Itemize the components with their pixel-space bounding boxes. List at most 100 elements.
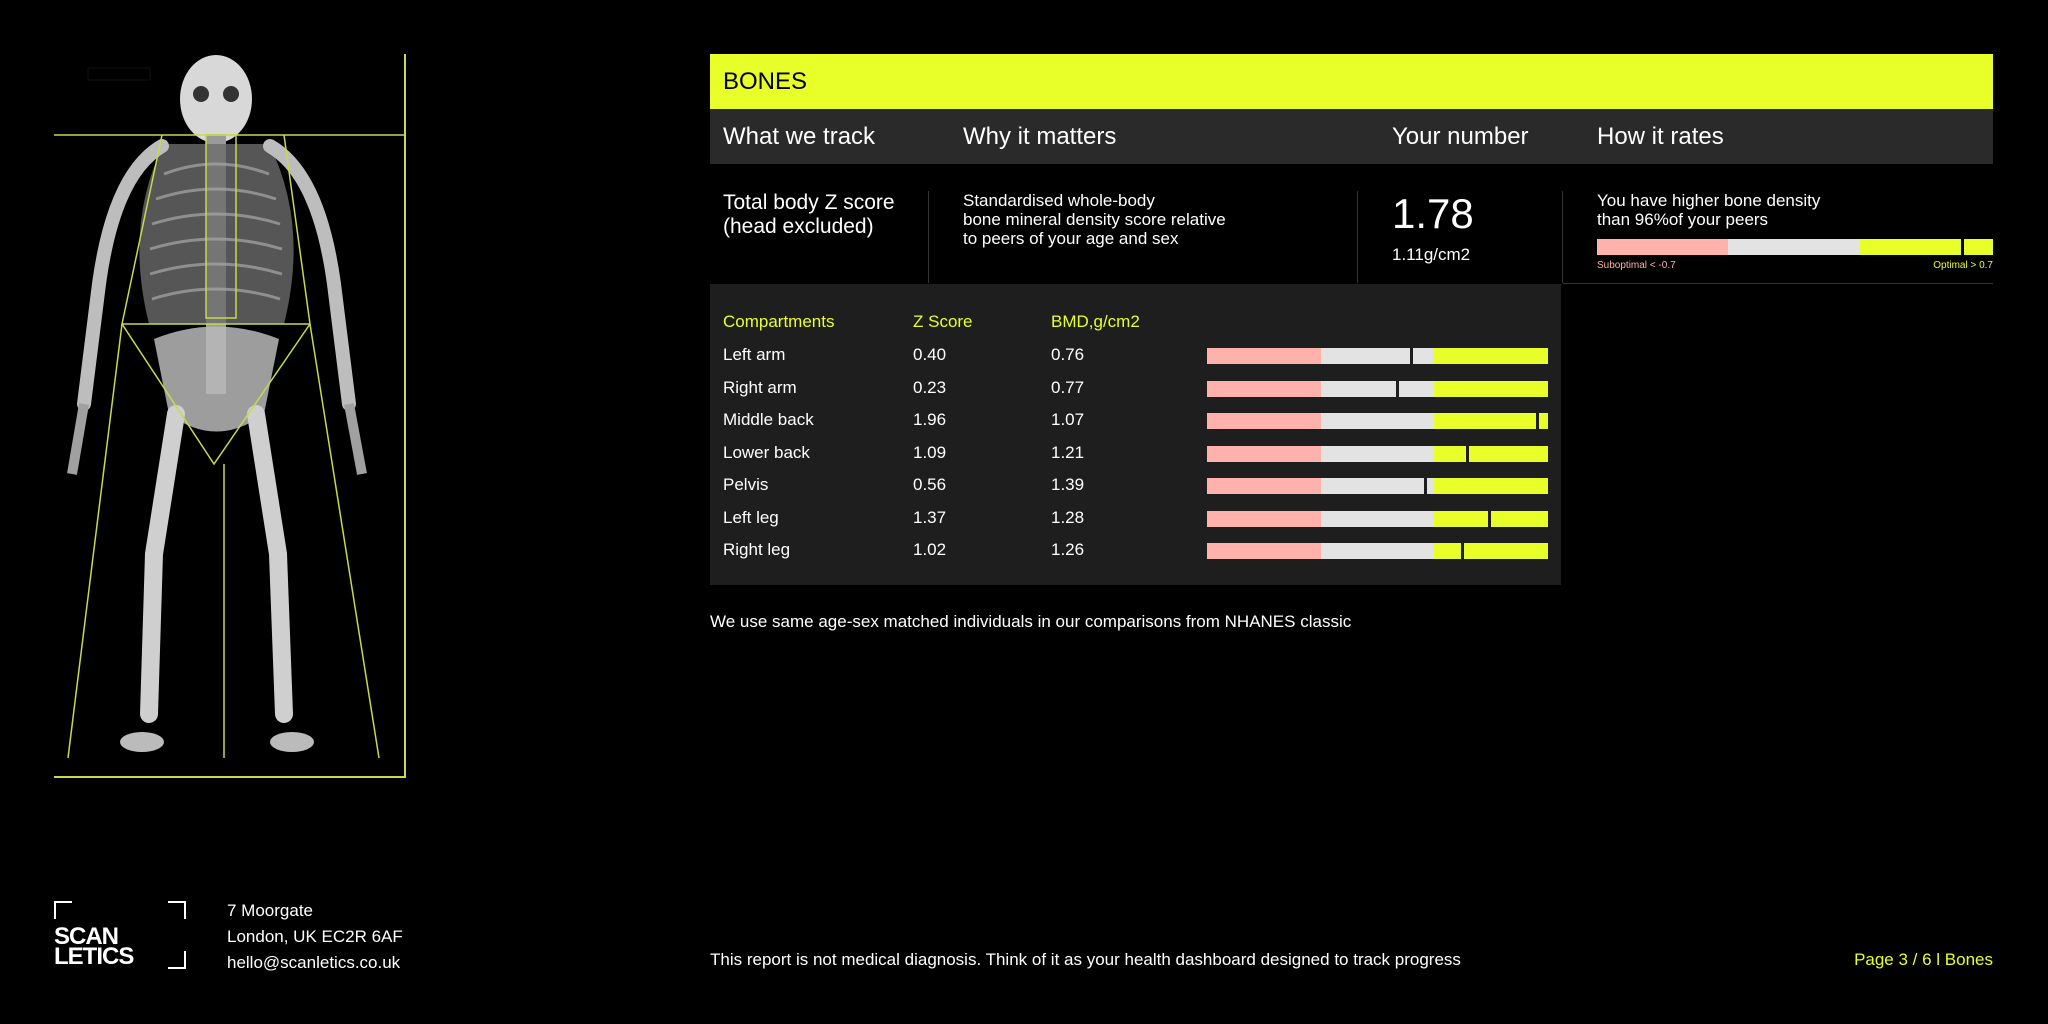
metric-explanation: Standardised whole-body bone mineral den… (963, 191, 1226, 248)
metric-name-line2: (head excluded) (723, 215, 874, 238)
bar-optimal-segment (1860, 239, 1993, 255)
compartment-name: Left arm (723, 345, 786, 364)
compartment-bmd: 0.77 (1051, 377, 1085, 397)
compartment-rating-bar (1207, 380, 1548, 397)
bar-marker (1466, 445, 1470, 462)
bar-suboptimal-segment (1207, 348, 1321, 364)
compartment-zscore: 0.23 (913, 377, 947, 397)
bar-marker (1461, 543, 1465, 559)
column-how-it-rates: How it rates (1597, 123, 1724, 150)
scanletics-logo: SCAN LETICS (54, 901, 186, 969)
bar-optimal-segment (1434, 445, 1548, 462)
compartment-rating-bar (1207, 413, 1548, 429)
bar-suboptimal-segment (1207, 478, 1321, 494)
compartment-name: Lower back (723, 442, 810, 462)
bar-neutral-segment (1727, 239, 1861, 255)
your-number-value: 1.78 (1392, 190, 1474, 237)
logo-corner-icon (168, 901, 186, 919)
logo-corner-icon (168, 951, 186, 969)
column-what-we-track: What we track (723, 123, 876, 150)
bar-marker (1396, 380, 1400, 397)
bmd-header: BMD,g/cm2 (1051, 312, 1140, 331)
optimal-label: Optimal > 0.7 (1933, 260, 1993, 271)
column-your-number: Your number (1392, 123, 1529, 150)
bar-suboptimal-segment (1207, 380, 1321, 397)
compartment-name: Left leg (723, 507, 779, 527)
compartment-bmd: 0.76 (1051, 345, 1085, 364)
compartment-rating-bar (1207, 348, 1548, 364)
compartment-bmd: 1.39 (1051, 475, 1085, 494)
comparison-note: We use same age-sex matched individuals … (710, 612, 1352, 631)
compartment-name: Right arm (723, 377, 797, 397)
bar-marker (1961, 239, 1965, 255)
bar-neutral-segment (1320, 380, 1435, 397)
bar-marker (1409, 348, 1413, 364)
explanation-line3: to peers of your age and sex (963, 229, 1179, 248)
compartment-zscore: 1.37 (913, 507, 947, 527)
column-why-it-matters: Why it matters (963, 123, 1117, 150)
explanation-line1: Standardised whole-body (963, 191, 1155, 210)
bar-suboptimal-segment (1597, 239, 1728, 255)
company-address: 7 Moorgate London, UK EC2R 6AF hello@sca… (227, 898, 403, 976)
compartment-bmd: 1.26 (1051, 540, 1085, 559)
section-title-band: BONES (710, 54, 1993, 109)
column-header-band: What we track Why it matters Your number… (710, 109, 1993, 164)
overall-rating-bar (1597, 239, 1993, 255)
logo-corner-icon (54, 901, 72, 919)
bar-neutral-segment (1320, 348, 1435, 364)
bar-marker (1423, 478, 1427, 494)
address-line1: 7 Moorgate (227, 901, 313, 920)
bar-neutral-segment (1320, 413, 1435, 429)
contact-email[interactable]: hello@scanletics.co.uk (227, 953, 401, 972)
compartment-zscore: 0.40 (913, 345, 947, 364)
your-number-subvalue: 1.11g/cm2 (1392, 245, 1471, 264)
compartment-rating-bar (1207, 445, 1548, 462)
divider (928, 191, 929, 283)
bar-optimal-segment (1434, 543, 1548, 559)
compartment-bmd: 1.21 (1051, 442, 1085, 462)
compartment-zscore: 1.09 (913, 442, 947, 462)
rating-text: You have higher bone density than 96%of … (1597, 191, 1820, 229)
bar-marker (1536, 413, 1540, 429)
compartment-zscore: 1.02 (913, 540, 947, 559)
disclaimer: This report is not medical diagnosis. Th… (710, 950, 1461, 969)
bar-neutral-segment (1320, 543, 1435, 559)
compartment-zscore: 1.96 (913, 410, 947, 429)
bar-optimal-segment (1434, 478, 1548, 494)
bar-optimal-segment (1434, 380, 1548, 397)
rating-line2: than 96%of your peers (1597, 210, 1769, 229)
page-indicator: Page 3 / 6 l Bones (1854, 950, 1993, 969)
compartment-zscore: 0.56 (913, 475, 947, 494)
bar-optimal-segment (1434, 413, 1548, 429)
logo-line1: SCAN (54, 923, 119, 950)
compartment-name: Middle back (723, 410, 814, 429)
logo-line2: LETICS (54, 943, 134, 970)
compartment-name: Right leg (723, 540, 791, 559)
compartment-name: Pelvis (723, 475, 769, 494)
bar-neutral-segment (1320, 478, 1435, 494)
logo-text: SCAN LETICS (54, 923, 134, 970)
bar-marker (1488, 510, 1492, 527)
bar-neutral-segment (1320, 445, 1435, 462)
bone-scan-image (54, 54, 406, 778)
summary-divider (1563, 283, 1993, 284)
metric-name-line1: Total body Z score (723, 191, 895, 214)
compartment-rating-bar (1207, 478, 1548, 494)
compartment-bmd: 1.28 (1051, 507, 1085, 527)
bar-neutral-segment (1320, 510, 1435, 527)
compartment-bmd: 1.07 (1051, 410, 1085, 429)
suboptimal-label: Suboptimal < -0.7 (1597, 260, 1676, 271)
address-line2: London, UK EC2R 6AF (227, 927, 403, 946)
metric-name: Total body Z score (head excluded) (723, 191, 895, 239)
bar-suboptimal-segment (1207, 510, 1321, 527)
zscore-header: Z Score (913, 312, 973, 331)
divider (1562, 191, 1563, 283)
explanation-line2: bone mineral density score relative (963, 210, 1226, 229)
compartments-header: Compartments (723, 312, 835, 331)
compartment-rating-bar (1207, 543, 1548, 559)
bar-optimal-segment (1434, 348, 1548, 364)
divider (1357, 191, 1358, 283)
bar-suboptimal-segment (1207, 413, 1321, 429)
compartments-table: Compartments Z Score BMD,g/cm2 Left arm 0… (710, 284, 1561, 585)
compartment-rating-bar (1207, 510, 1548, 527)
